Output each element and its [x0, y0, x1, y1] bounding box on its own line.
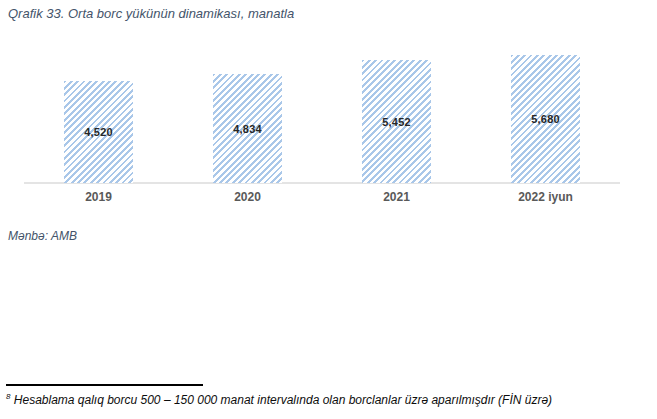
bar-2020: 4,834 [213, 74, 282, 183]
bar-value-label: 4,520 [84, 126, 113, 138]
footnote-text: Hesablama qalıq borcu 500 – 150 000 mana… [10, 393, 552, 407]
footnote-separator [6, 384, 203, 386]
source-note: Mənbə: AMB [8, 229, 77, 243]
bar-2019: 4,520 [64, 81, 133, 183]
bar-chart: 4,520 2019 4,834 2020 5,452 2021 5,680 2022 iyu… [0, 0, 657, 215]
bar-value-label: 4,834 [233, 123, 262, 135]
footnote: 8 Hesablama qalıq borcu 500 – 150 000 ma… [6, 393, 651, 407]
bar-value-label: 5,680 [531, 113, 560, 125]
category-label-2022-iyun: 2022 iyun [471, 190, 620, 204]
category-label-2021: 2021 [322, 190, 471, 204]
bar-2021: 5,452 [362, 60, 431, 183]
category-label-2019: 2019 [24, 190, 173, 204]
category-label-2020: 2020 [173, 190, 322, 204]
bar-2022-iyun: 5,680 [511, 55, 580, 183]
document-page: Qrafik 33. Orta borc yükünün dinamikası,… [0, 0, 657, 419]
bar-value-label: 5,452 [382, 116, 411, 128]
